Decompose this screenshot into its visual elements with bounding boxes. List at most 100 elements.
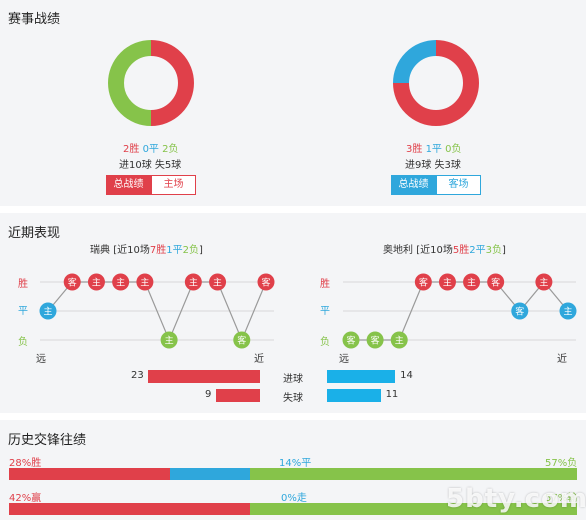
- right-form-match-venue: 主: [467, 277, 476, 289]
- left-form-match-dot[interactable]: [233, 331, 251, 349]
- right-win-count: 3胜: [406, 144, 423, 155]
- right-form-match-dot[interactable]: [438, 273, 456, 291]
- goals-conceded-right-bar: [327, 389, 381, 402]
- left-form-match-venue: 主: [213, 277, 222, 289]
- left-form-match-dot[interactable]: [160, 331, 178, 349]
- right-header-pre: [近10场: [416, 245, 453, 256]
- right-form-match-venue: 主: [539, 277, 548, 289]
- right-label-draw: 平: [320, 306, 330, 317]
- left-far-label: 远: [36, 354, 46, 365]
- right-form-match-venue: 主: [395, 335, 404, 347]
- left-form-match-venue: 客: [261, 277, 270, 289]
- right-form-match-dot[interactable]: [342, 331, 360, 349]
- right-record-line: 3胜 1平 0负: [406, 140, 462, 155]
- history-row1-loss-bar: [249, 468, 577, 480]
- left-form-match-dot[interactable]: [63, 273, 81, 291]
- left-form-match-dot[interactable]: [184, 273, 202, 291]
- right-tab-overall[interactable]: 总战绩: [391, 175, 436, 195]
- history-row1-draw-bar: [169, 468, 250, 480]
- right-form-match-dot[interactable]: [414, 273, 432, 291]
- left-form-match-dot[interactable]: [87, 273, 105, 291]
- right-form-match-venue: 主: [563, 306, 572, 318]
- right-donut-win-slice: [393, 40, 479, 126]
- history-row1-right: 57%负: [545, 458, 578, 469]
- left-header-post: ]: [198, 245, 203, 256]
- left-tab-home[interactable]: 主场: [151, 175, 196, 195]
- left-donut-loss-slice: [108, 40, 152, 126]
- left-header-pre: [近10场: [113, 245, 150, 256]
- left-header-loss: 2负: [182, 245, 199, 256]
- left-form-match-dot[interactable]: [39, 302, 57, 320]
- left-form-match-venue: 客: [68, 277, 77, 289]
- right-form-match-dot[interactable]: [463, 273, 481, 291]
- right-tab-away[interactable]: 客场: [436, 175, 481, 195]
- left-form-trend-line: [47, 281, 267, 342]
- right-form-match-venue: 主: [443, 277, 452, 289]
- right-header-draw: 2平: [469, 245, 486, 256]
- goals-conceded-left-value: 9: [205, 389, 212, 400]
- goals-conceded-label: 失球: [283, 393, 303, 404]
- right-form-match-venue: 客: [419, 277, 428, 289]
- history-title: 历史交锋往绩: [8, 433, 87, 448]
- left-donut-win-slice: [150, 40, 194, 126]
- history-row1-win-bar: [9, 468, 170, 480]
- left-form-match-venue: 主: [165, 335, 174, 347]
- history-row1-mid: 14%平: [279, 458, 312, 469]
- left-label-draw: 平: [18, 306, 28, 317]
- left-recent-header: 瑞典 [近10场7胜1平2负]: [90, 241, 203, 256]
- right-loss-count: 0负: [445, 144, 462, 155]
- record-title: 赛事战绩: [8, 12, 61, 27]
- left-form-match-dot[interactable]: [112, 273, 130, 291]
- right-header-loss: 3负: [485, 245, 502, 256]
- left-form-match-dot[interactable]: [209, 273, 227, 291]
- left-form-match-venue: 主: [189, 277, 198, 289]
- left-form-match-dot[interactable]: [136, 273, 154, 291]
- left-header-win: 7胜: [149, 245, 167, 256]
- goals-scored-right-value: 14: [400, 370, 413, 381]
- history-row2-mid: 0%走: [281, 493, 307, 504]
- history-row2-loss-bar: [249, 503, 577, 515]
- record-panel: [0, 0, 586, 206]
- left-team-name: 瑞典: [90, 245, 110, 256]
- right-form-match-venue: 客: [371, 335, 380, 347]
- left-label-loss: 负: [18, 337, 28, 348]
- goals-scored-right-bar: [327, 370, 396, 383]
- right-goals: 进9球 失3球: [405, 160, 461, 171]
- right-form-match-dot[interactable]: [535, 273, 553, 291]
- right-label-win: 胜: [320, 279, 330, 290]
- left-draw-count: 0平: [142, 144, 159, 155]
- right-form-match-dot[interactable]: [390, 331, 408, 349]
- right-draw-count: 1平: [425, 144, 442, 155]
- right-form-match-dot[interactable]: [559, 302, 577, 320]
- left-goals: 进10球 失5球: [119, 160, 182, 171]
- left-form-match-venue: 主: [92, 277, 101, 289]
- right-team-name: 奥地利: [383, 245, 413, 256]
- left-form-match-venue: 主: [116, 277, 125, 289]
- left-label-win: 胜: [18, 279, 28, 290]
- left-form-match-venue: 主: [43, 306, 52, 318]
- right-form-match-dot[interactable]: [366, 331, 384, 349]
- goals-scored-left-value: 23: [131, 370, 144, 381]
- recent-panel: [0, 213, 586, 413]
- left-win-count: 2胜: [123, 144, 140, 155]
- left-form-match-dot[interactable]: [257, 273, 275, 291]
- right-form-match-dot[interactable]: [511, 302, 529, 320]
- history-row2-win-bar: [9, 503, 250, 515]
- right-far-label: 远: [339, 354, 349, 365]
- history-row2-right: 57%输: [545, 493, 578, 504]
- left-donut: [108, 40, 479, 126]
- left-form-match-venue: 主: [140, 277, 149, 289]
- right-recent-header: 奥地利 [近10场5胜2平3负]: [383, 241, 506, 256]
- right-form-match-venue: 客: [491, 277, 500, 289]
- right-label-loss: 负: [320, 337, 330, 348]
- left-tab-overall[interactable]: 总战绩: [106, 175, 151, 195]
- left-header-draw: 1平: [166, 245, 183, 256]
- right-header-win: 5胜: [452, 245, 470, 256]
- goals-scored-label: 进球: [283, 374, 303, 385]
- recent-title: 近期表现: [8, 226, 61, 241]
- right-form-match-dot[interactable]: [487, 273, 505, 291]
- history-row2-left: 42%赢: [9, 493, 42, 504]
- goals-conceded-right-value: 11: [385, 389, 399, 400]
- history-row1-left: 28%胜: [9, 458, 42, 469]
